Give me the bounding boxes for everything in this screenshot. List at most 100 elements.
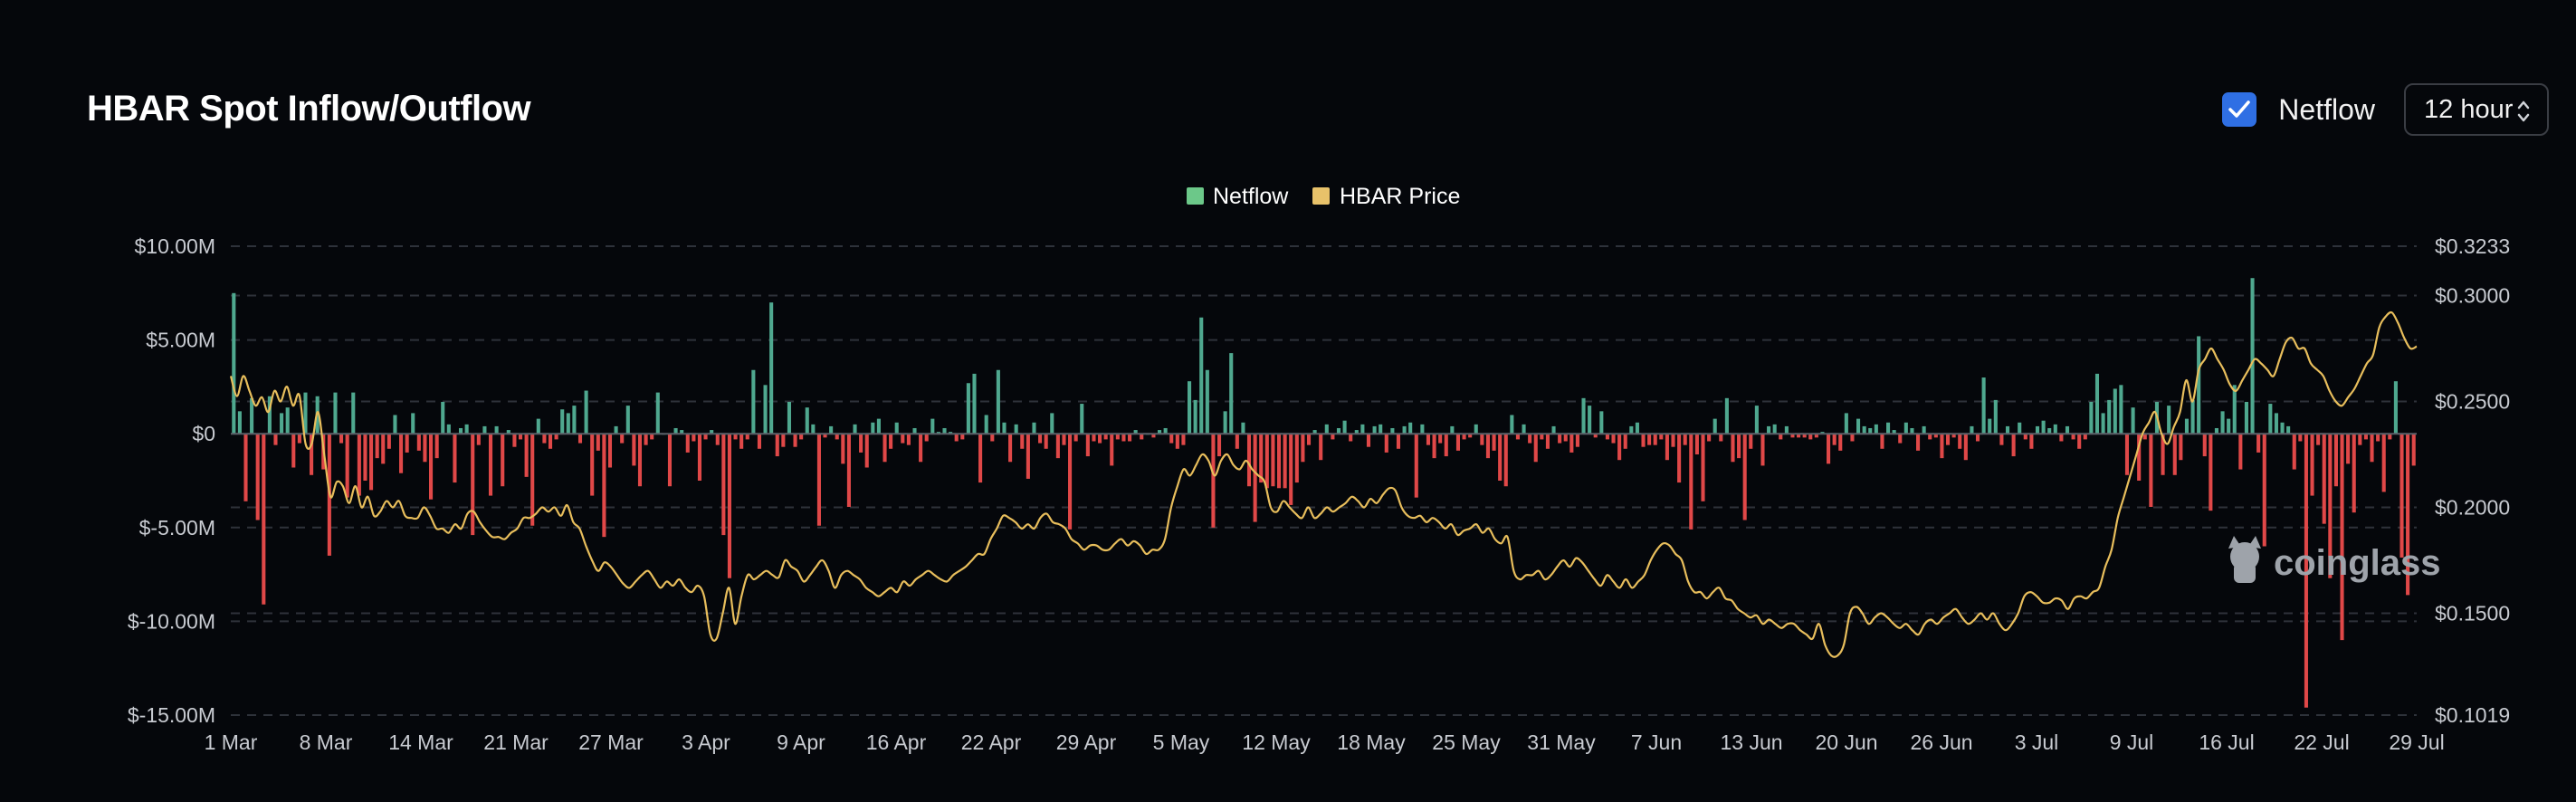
netflow-bar[interactable] xyxy=(1563,434,1568,442)
netflow-bar[interactable] xyxy=(805,407,809,434)
netflow-bar[interactable] xyxy=(1121,434,1126,442)
netflow-bar[interactable] xyxy=(429,434,434,500)
netflow-bar[interactable] xyxy=(416,434,421,451)
netflow-bar[interactable] xyxy=(411,413,415,434)
netflow-bar[interactable] xyxy=(2077,434,2082,449)
netflow-bar[interactable] xyxy=(1683,434,1687,445)
netflow-bar[interactable] xyxy=(524,434,529,477)
netflow-bar[interactable] xyxy=(1498,434,1503,481)
netflow-bar[interactable] xyxy=(1850,434,1855,442)
netflow-bar[interactable] xyxy=(1068,434,1073,530)
netflow-bar[interactable] xyxy=(512,434,517,447)
netflow-bar[interactable] xyxy=(715,434,720,445)
netflow-bar[interactable] xyxy=(1599,411,1604,434)
netflow-bar[interactable] xyxy=(280,413,284,434)
netflow-bar[interactable] xyxy=(1485,434,1490,459)
netflow-bar[interactable] xyxy=(1133,430,1138,434)
netflow-bar[interactable] xyxy=(250,397,254,434)
netflow-bar[interactable] xyxy=(1808,434,1813,440)
netflow-bar[interactable] xyxy=(1922,425,1926,434)
netflow-bar[interactable] xyxy=(267,396,272,434)
netflow-bar[interactable] xyxy=(1110,434,1114,466)
netflow-bar[interactable] xyxy=(1235,434,1239,449)
netflow-bar[interactable] xyxy=(1515,434,1520,440)
netflow-bar[interactable] xyxy=(1158,430,1162,434)
netflow-bar[interactable] xyxy=(949,432,953,434)
legend-label-price[interactable]: HBAR Price xyxy=(1340,184,1460,209)
netflow-bar[interactable] xyxy=(405,434,409,453)
netflow-bar[interactable] xyxy=(1886,422,1891,434)
netflow-bar[interactable] xyxy=(829,425,834,434)
interval-select[interactable]: 12 hour xyxy=(2404,83,2549,136)
netflow-bar[interactable] xyxy=(243,434,248,501)
netflow-bar[interactable] xyxy=(1014,424,1018,434)
netflow-bar[interactable] xyxy=(954,434,959,442)
netflow-bar[interactable] xyxy=(1945,434,1951,445)
netflow-bar[interactable] xyxy=(620,434,625,444)
netflow-bar[interactable] xyxy=(1545,434,1550,449)
netflow-bar[interactable] xyxy=(1754,406,1759,434)
netflow-bar[interactable] xyxy=(1103,434,1108,440)
netflow-bar[interactable] xyxy=(1677,434,1682,483)
netflow-bar[interactable] xyxy=(1701,434,1705,501)
netflow-bar[interactable] xyxy=(2262,434,2266,547)
netflow-bar[interactable] xyxy=(1038,434,1043,444)
netflow-bar[interactable] xyxy=(2310,434,2314,496)
netflow-bar[interactable] xyxy=(1193,399,1197,434)
netflow-bar[interactable] xyxy=(1694,434,1699,454)
netflow-bar[interactable] xyxy=(1779,434,1783,440)
netflow-bar[interactable] xyxy=(1319,434,1323,461)
netflow-bar[interactable] xyxy=(2292,434,2296,470)
netflow-bar[interactable] xyxy=(1360,424,1365,434)
netflow-bar[interactable] xyxy=(876,418,881,434)
netflow-bar[interactable] xyxy=(1951,434,1956,438)
netflow-bar[interactable] xyxy=(1742,434,1747,520)
netflow-bar[interactable] xyxy=(960,434,965,440)
netflow-bar[interactable] xyxy=(1575,434,1579,447)
netflow-bar[interactable] xyxy=(1306,434,1312,445)
netflow-bar[interactable] xyxy=(1092,434,1096,442)
netflow-bar[interactable] xyxy=(351,392,356,434)
netflow-bar[interactable] xyxy=(2370,434,2374,463)
netflow-bar[interactable] xyxy=(1426,434,1431,445)
netflow-bar[interactable] xyxy=(2023,434,2027,440)
netflow-bar[interactable] xyxy=(2238,434,2243,470)
netflow-bar[interactable] xyxy=(781,434,786,447)
netflow-bar[interactable] xyxy=(1438,434,1443,444)
netflow-bar[interactable] xyxy=(458,427,463,434)
netflow-bar[interactable] xyxy=(1492,434,1496,451)
netflow-bar[interactable] xyxy=(536,418,540,434)
netflow-bar[interactable] xyxy=(1026,434,1030,479)
netflow-bar[interactable] xyxy=(2059,434,2064,442)
netflow-bar[interactable] xyxy=(2358,434,2362,445)
netflow-bar[interactable] xyxy=(685,434,690,453)
netflow-bar[interactable] xyxy=(2101,413,2105,434)
netflow-bar[interactable] xyxy=(1510,415,1514,434)
netflow-bar[interactable] xyxy=(1324,424,1329,434)
netflow-bar[interactable] xyxy=(2244,401,2248,434)
netflow-bar[interactable] xyxy=(1629,425,1634,434)
netflow-bar[interactable] xyxy=(1784,425,1789,434)
legend-label-netflow[interactable]: Netflow xyxy=(1213,184,1289,209)
netflow-bar[interactable] xyxy=(1533,434,1538,463)
netflow-bar[interactable] xyxy=(1713,418,1717,434)
netflow-bar[interactable] xyxy=(255,434,260,520)
netflow-bar[interactable] xyxy=(632,434,636,466)
netflow-bar[interactable] xyxy=(1767,425,1771,434)
netflow-bar[interactable] xyxy=(297,434,301,444)
netflow-bar[interactable] xyxy=(596,434,600,451)
netflow-bar[interactable] xyxy=(1981,377,1986,434)
netflow-bar[interactable] xyxy=(399,434,404,473)
netflow-bar[interactable] xyxy=(930,418,935,434)
netflow-bar[interactable] xyxy=(1868,427,1873,434)
netflow-bar[interactable] xyxy=(912,427,917,434)
netflow-bar[interactable] xyxy=(393,415,397,434)
netflow-bar[interactable] xyxy=(1874,424,1878,434)
netflow-bar[interactable] xyxy=(823,434,827,438)
netflow-bar[interactable] xyxy=(1671,434,1675,447)
netflow-bar[interactable] xyxy=(1062,434,1066,445)
hbar-price-line[interactable] xyxy=(229,310,2418,658)
netflow-bar[interactable] xyxy=(1963,434,1968,461)
netflow-bar[interactable] xyxy=(1910,427,1914,434)
netflow-bar[interactable] xyxy=(667,434,673,487)
